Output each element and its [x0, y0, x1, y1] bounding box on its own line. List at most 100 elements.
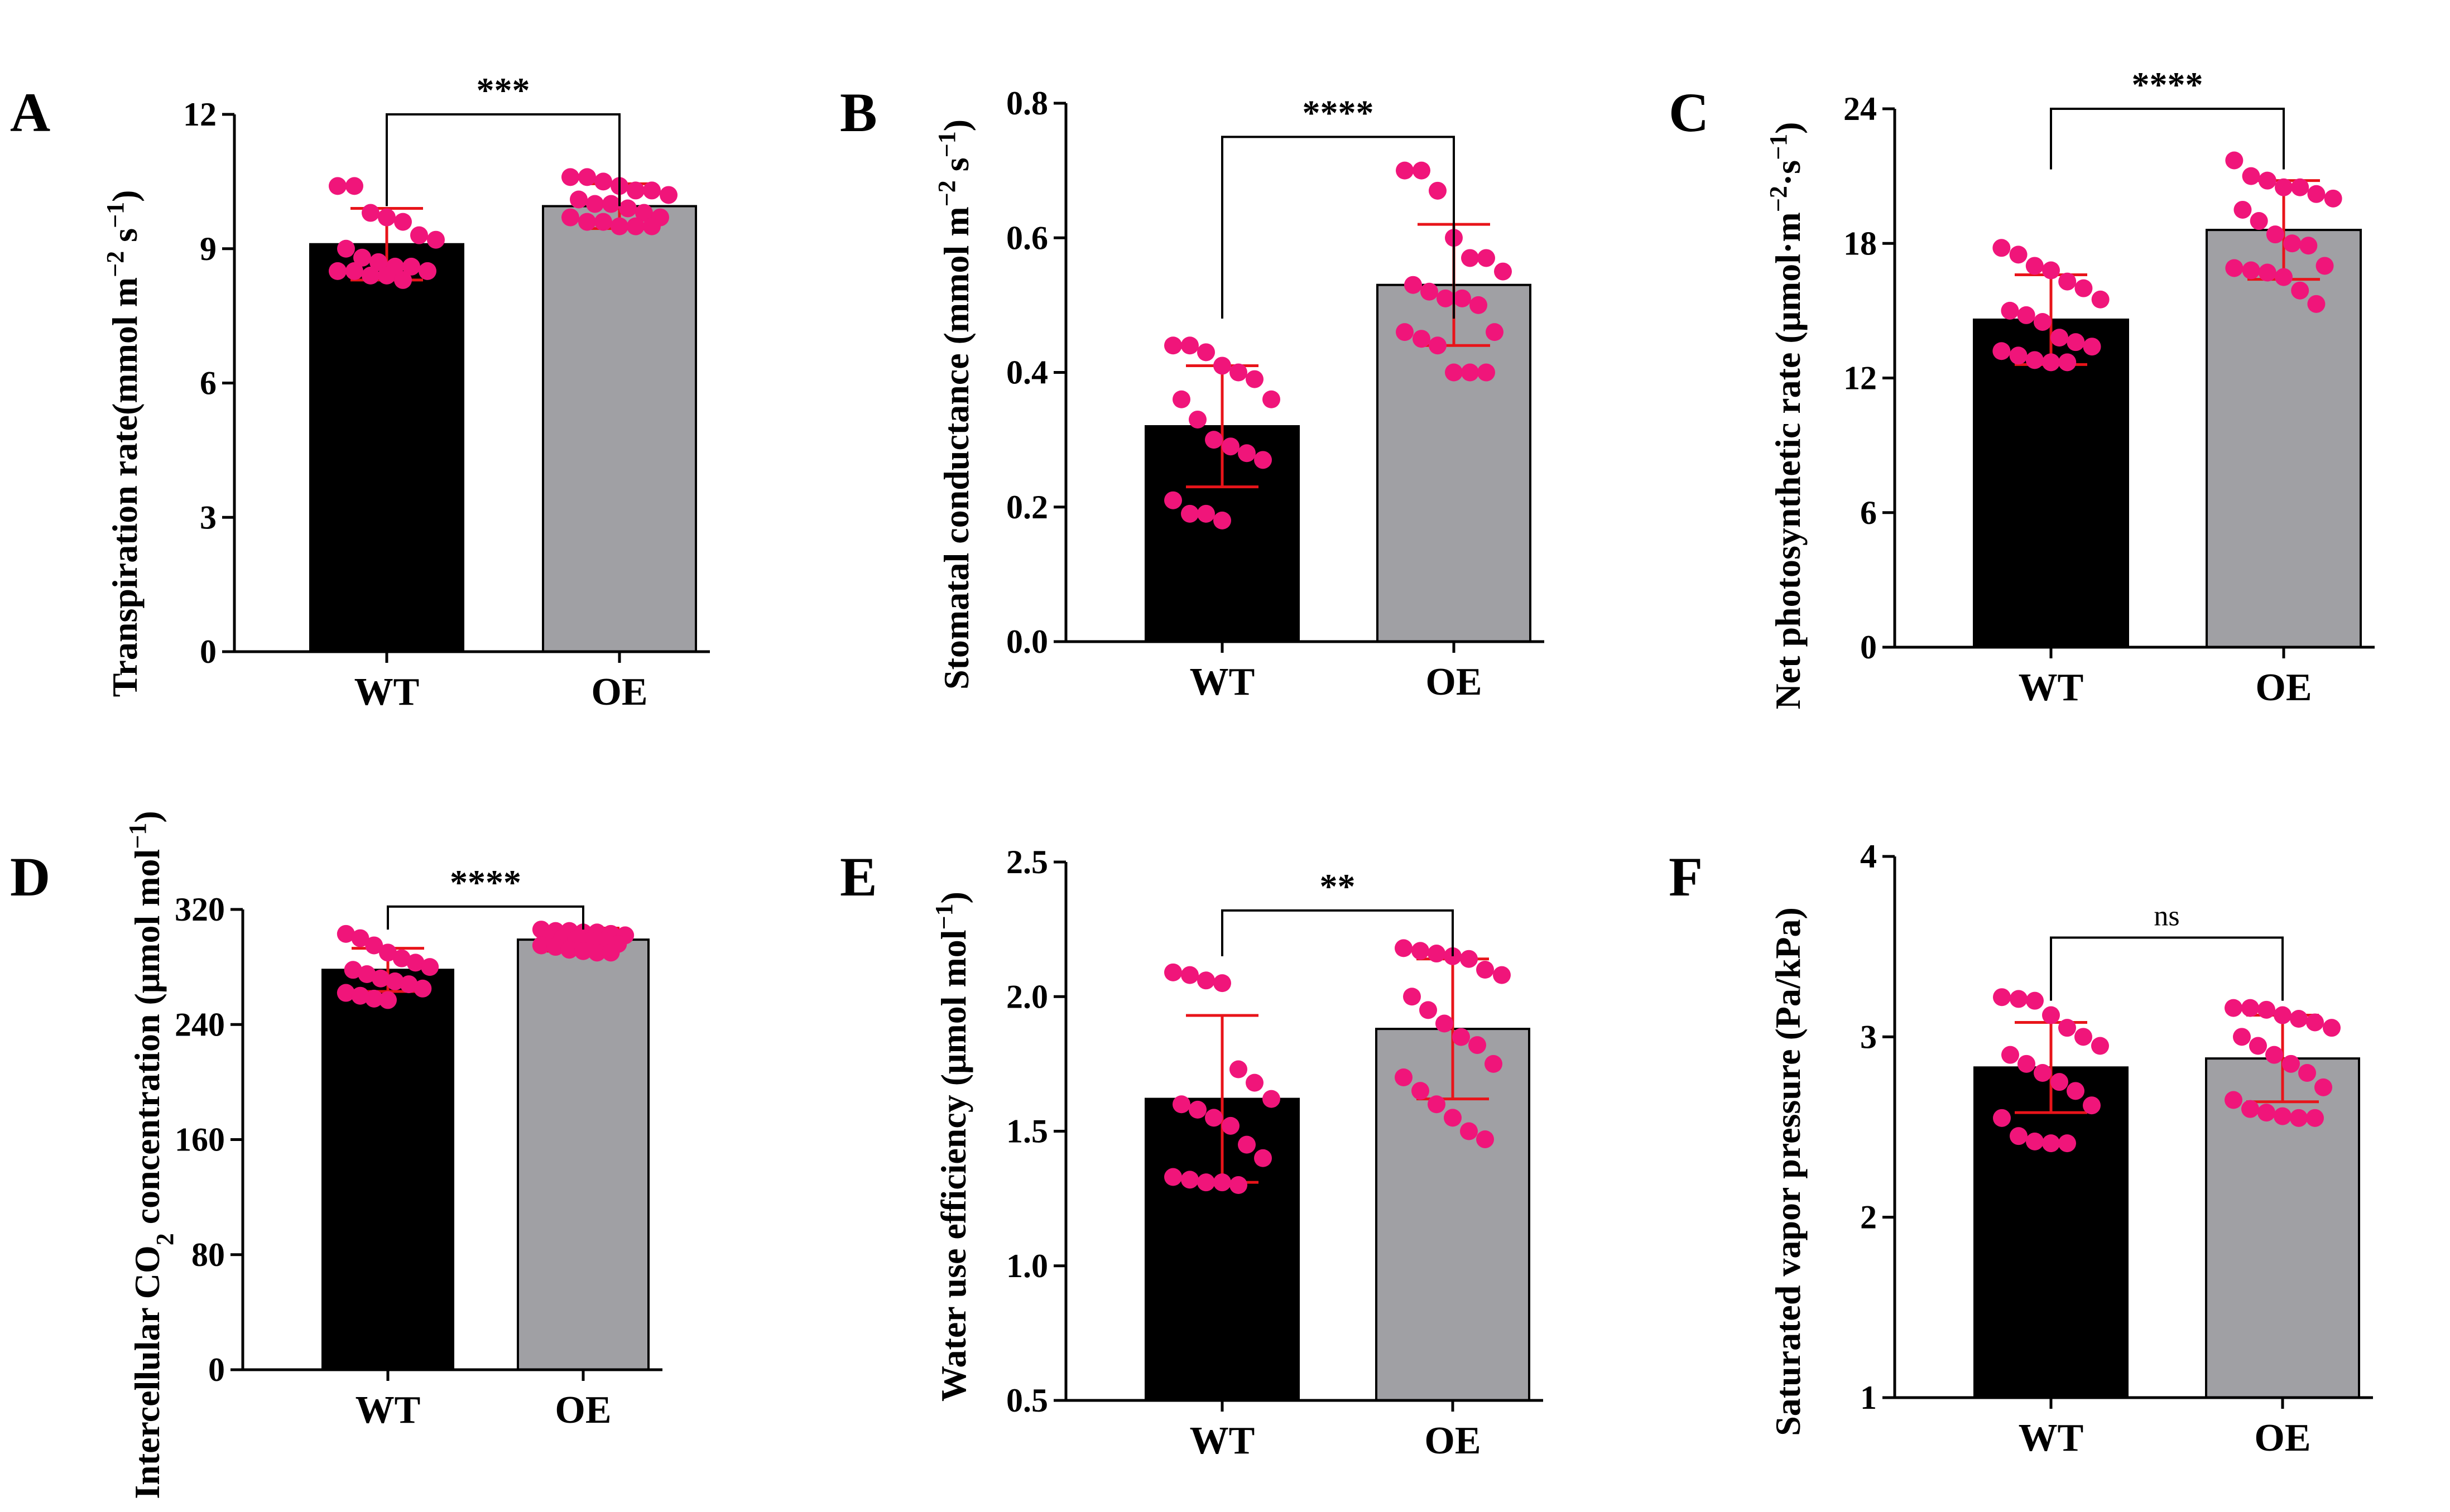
data-point-oe-f — [2306, 1109, 2324, 1127]
data-point-wt-d — [400, 975, 418, 994]
data-point-oe-d — [588, 943, 606, 962]
category-label-wt-d: WT — [356, 1389, 421, 1432]
y-axis-label-part-d: −1 — [124, 823, 151, 849]
data-point-oe-f — [2323, 1019, 2341, 1037]
data-point-wt-c — [2058, 272, 2077, 291]
data-point-oe-f — [2290, 1010, 2308, 1028]
data-point-wt-b — [1181, 336, 1199, 355]
y-tick-label-a-4: 12 — [183, 96, 217, 133]
data-point-oe-d — [602, 943, 620, 962]
data-point-wt-f — [1993, 988, 2011, 1007]
y-tick-label-a-3: 9 — [200, 230, 217, 267]
data-point-oe-b — [1477, 363, 1495, 382]
data-point-oe-c — [2266, 225, 2284, 244]
y-axis-label-part-f: Saturated vapor pressure (Pa/kPa) — [1768, 907, 1808, 1436]
data-point-oe-c — [2258, 263, 2276, 282]
y-tick-label-d-1: 80 — [191, 1236, 225, 1273]
data-point-oe-e — [1485, 1054, 1502, 1073]
data-point-oe-e — [1428, 945, 1445, 963]
panel-label-c: C — [1669, 81, 1709, 143]
data-point-oe-b — [1437, 289, 1454, 307]
data-point-oe-f — [2257, 1000, 2275, 1019]
y-axis-label-part-a: ) — [105, 190, 145, 202]
y-tick-label-a-2: 6 — [200, 365, 217, 402]
data-point-wt-b — [1262, 390, 1280, 408]
data-point-wt-c — [2083, 338, 2101, 356]
data-point-oe-f — [2265, 1046, 2283, 1064]
data-point-oe-a — [594, 213, 612, 231]
data-point-oe-a — [578, 168, 596, 186]
y-tick-label-d-3: 240 — [175, 1006, 225, 1043]
data-point-wt-a — [419, 262, 436, 280]
data-point-wt-d — [365, 989, 383, 1008]
data-point-oe-b — [1486, 323, 1503, 341]
data-point-wt-b — [1189, 410, 1207, 428]
data-point-wt-d — [358, 965, 376, 984]
data-point-wt-d — [351, 929, 369, 947]
data-point-wt-e — [1189, 1100, 1207, 1119]
data-point-oe-a — [594, 172, 612, 191]
y-tick-label-d-4: 320 — [175, 891, 225, 928]
data-point-oe-c — [2242, 261, 2260, 280]
data-point-wt-f — [2010, 1127, 2028, 1145]
panel-d: D Intercellular CO2 concentration (μmol … — [10, 811, 662, 1499]
data-point-wt-a — [394, 213, 412, 231]
data-point-oe-f — [2225, 999, 2242, 1017]
y-tick-label-d-2: 160 — [175, 1121, 225, 1158]
y-tick-label-b-4: 0.8 — [1006, 85, 1048, 122]
data-point-oe-e — [1444, 1109, 1462, 1127]
data-point-oe-f — [2306, 1013, 2324, 1032]
y-axis-label-part-c: Net photosynthetic rate (μmol·m — [1768, 212, 1808, 709]
data-point-wt-b — [1254, 451, 1272, 469]
data-point-oe-f — [2274, 1107, 2292, 1125]
data-point-oe-a — [586, 195, 604, 213]
data-point-wt-a — [362, 266, 379, 285]
data-point-wt-a — [378, 208, 396, 227]
bar-oe-a — [542, 205, 697, 653]
data-point-wt-d — [421, 958, 439, 976]
data-point-oe-a — [660, 186, 678, 204]
data-point-wt-a — [378, 266, 396, 285]
data-point-oe-e — [1476, 961, 1494, 979]
data-point-wt-d — [365, 936, 383, 955]
data-point-wt-d — [406, 954, 425, 972]
significance-label-b: **** — [1303, 93, 1374, 132]
panel-e: E Water use efficiency (μmol mol−1) ** W… — [840, 844, 1543, 1462]
data-point-oe-c — [2283, 234, 2302, 253]
y-axis-label-part-d: Intercellular CO — [127, 1245, 167, 1499]
data-point-wt-f — [1993, 1109, 2011, 1127]
data-point-wt-d — [351, 986, 369, 1005]
data-point-oe-a — [611, 217, 628, 235]
significance-label-e: ** — [1320, 866, 1356, 906]
data-point-oe-a — [627, 217, 645, 235]
data-point-oe-f — [2298, 1064, 2316, 1082]
panel-c: C Net photosynthetic rate (μmol·m−2·s−1)… — [1669, 65, 2375, 709]
data-point-oe-b — [1413, 330, 1430, 348]
data-point-oe-b — [1461, 363, 1479, 382]
significance-bracket-b — [1221, 136, 1455, 319]
data-point-oe-e — [1435, 1014, 1453, 1033]
data-point-oe-e — [1460, 1122, 1478, 1140]
data-point-wt-b — [1205, 431, 1223, 449]
panel-b: B Stomatal conductance (mmol m−2 s−1) **… — [840, 81, 1544, 704]
data-point-oe-b — [1413, 161, 1430, 180]
data-point-wt-e — [1197, 971, 1215, 990]
y-tick-label-c-1: 6 — [1860, 494, 1877, 531]
data-point-wt-e — [1205, 1109, 1223, 1127]
data-point-oe-a — [627, 181, 645, 200]
data-point-oe-f — [2257, 1104, 2275, 1122]
y-axis-label-part-b: ) — [936, 119, 976, 131]
y-tick-label-c-3: 18 — [1843, 225, 1877, 262]
data-point-wt-c — [1992, 342, 2011, 360]
y-axis-label-d: Intercellular CO2 concentration (μmol mo… — [124, 811, 179, 1499]
data-point-wt-e — [1181, 966, 1199, 984]
bar-wt-d — [321, 969, 454, 1371]
panel-f: F Saturated vapor pressure (Pa/kPa) ns W… — [1669, 838, 2373, 1460]
data-point-oe-e — [1395, 939, 1413, 957]
data-point-wt-a — [362, 204, 379, 222]
data-point-oe-c — [2307, 295, 2326, 313]
bar-oe-c — [2206, 229, 2362, 648]
data-point-wt-e — [1164, 1168, 1182, 1186]
data-point-wt-a — [345, 262, 363, 280]
